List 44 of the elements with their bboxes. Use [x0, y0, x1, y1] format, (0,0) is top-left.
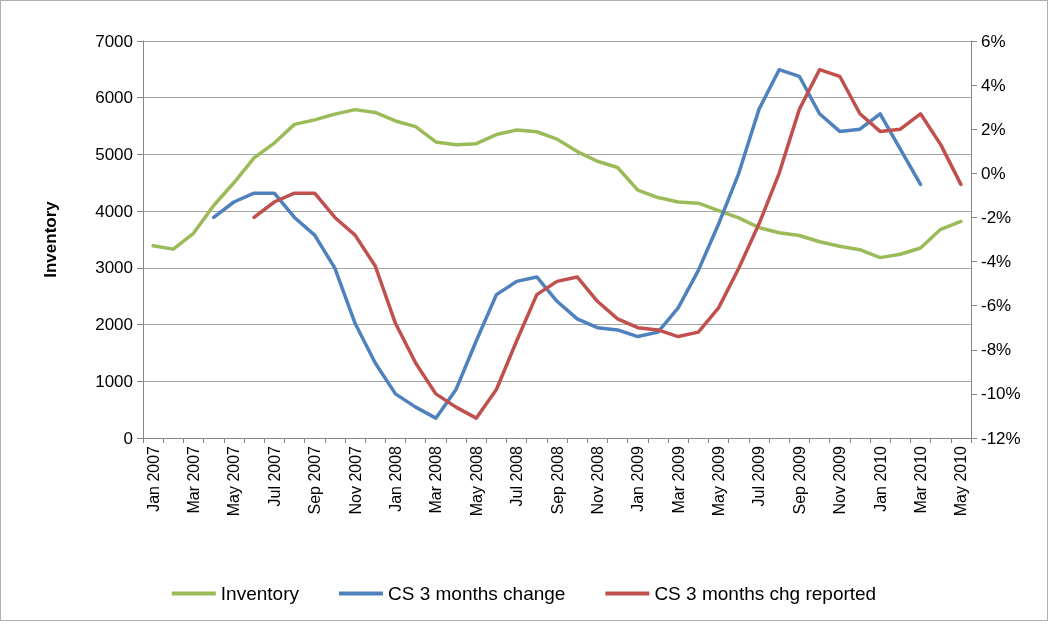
legend-label: Inventory: [220, 583, 300, 604]
line-series: [151, 107, 963, 260]
y-tick-label: 3000: [95, 258, 133, 278]
y-tick-label: 5000: [95, 144, 133, 164]
x-tick-label: Mar 2010: [912, 445, 930, 514]
x-tick-label: Jan 2008: [386, 445, 404, 512]
x-tick-label: Nov 2009: [831, 445, 849, 515]
x-tick-label: Jul 2008: [508, 445, 526, 507]
y-tick-label: 0: [123, 428, 133, 448]
y2-tick-label: -4%: [981, 252, 1012, 272]
legend-label: CS 3 months change: [387, 583, 566, 604]
x-tick-label: Sep 2008: [548, 445, 566, 515]
y2-tick-label: -6%: [981, 296, 1012, 316]
x-tick-label: Nov 2008: [588, 445, 606, 515]
x-tick-label: Jan 2010: [871, 445, 889, 512]
y-tick-label: 7000: [95, 31, 133, 51]
x-tick-label: Sep 2009: [790, 445, 808, 515]
y2-tick-label: -12%: [981, 428, 1021, 448]
x-tick-label: Jul 2007: [265, 445, 283, 507]
x-tick-label: Jul 2009: [750, 445, 768, 507]
x-tick-label: May 2010: [952, 445, 970, 517]
y2-tick-label: 4%: [981, 75, 1006, 95]
x-tick-label: May 2008: [467, 445, 485, 517]
x-tick-label: Mar 2008: [427, 445, 445, 514]
y2-tick-label: -2%: [981, 207, 1012, 227]
y2-tick-label: 2%: [981, 119, 1006, 139]
y-axis-title: Inventory: [41, 200, 60, 278]
x-tick-label: May 2009: [710, 445, 728, 517]
x-tick-label: Jan 2009: [629, 445, 647, 512]
x-tick-label: Nov 2007: [346, 445, 364, 515]
x-tick-label: Sep 2007: [306, 445, 324, 515]
y-tick-label: 2000: [95, 315, 133, 335]
x-tick-label: Mar 2009: [669, 445, 687, 514]
y2-tick-label: -10%: [981, 384, 1021, 404]
y2-tick-label: -8%: [981, 340, 1012, 360]
x-tick-label: Mar 2007: [184, 445, 202, 514]
x-tick-label: Jan 2007: [144, 445, 162, 512]
y-tick-label: 1000: [95, 371, 133, 391]
x-tick-label: May 2007: [225, 445, 243, 517]
y-tick-label: 6000: [95, 88, 133, 108]
y2-tick-label: 0%: [981, 163, 1006, 183]
legend-label: CS 3 months chg reported: [654, 583, 877, 604]
y2-tick-label: 6%: [981, 31, 1006, 51]
y-tick-label: 4000: [95, 201, 133, 221]
